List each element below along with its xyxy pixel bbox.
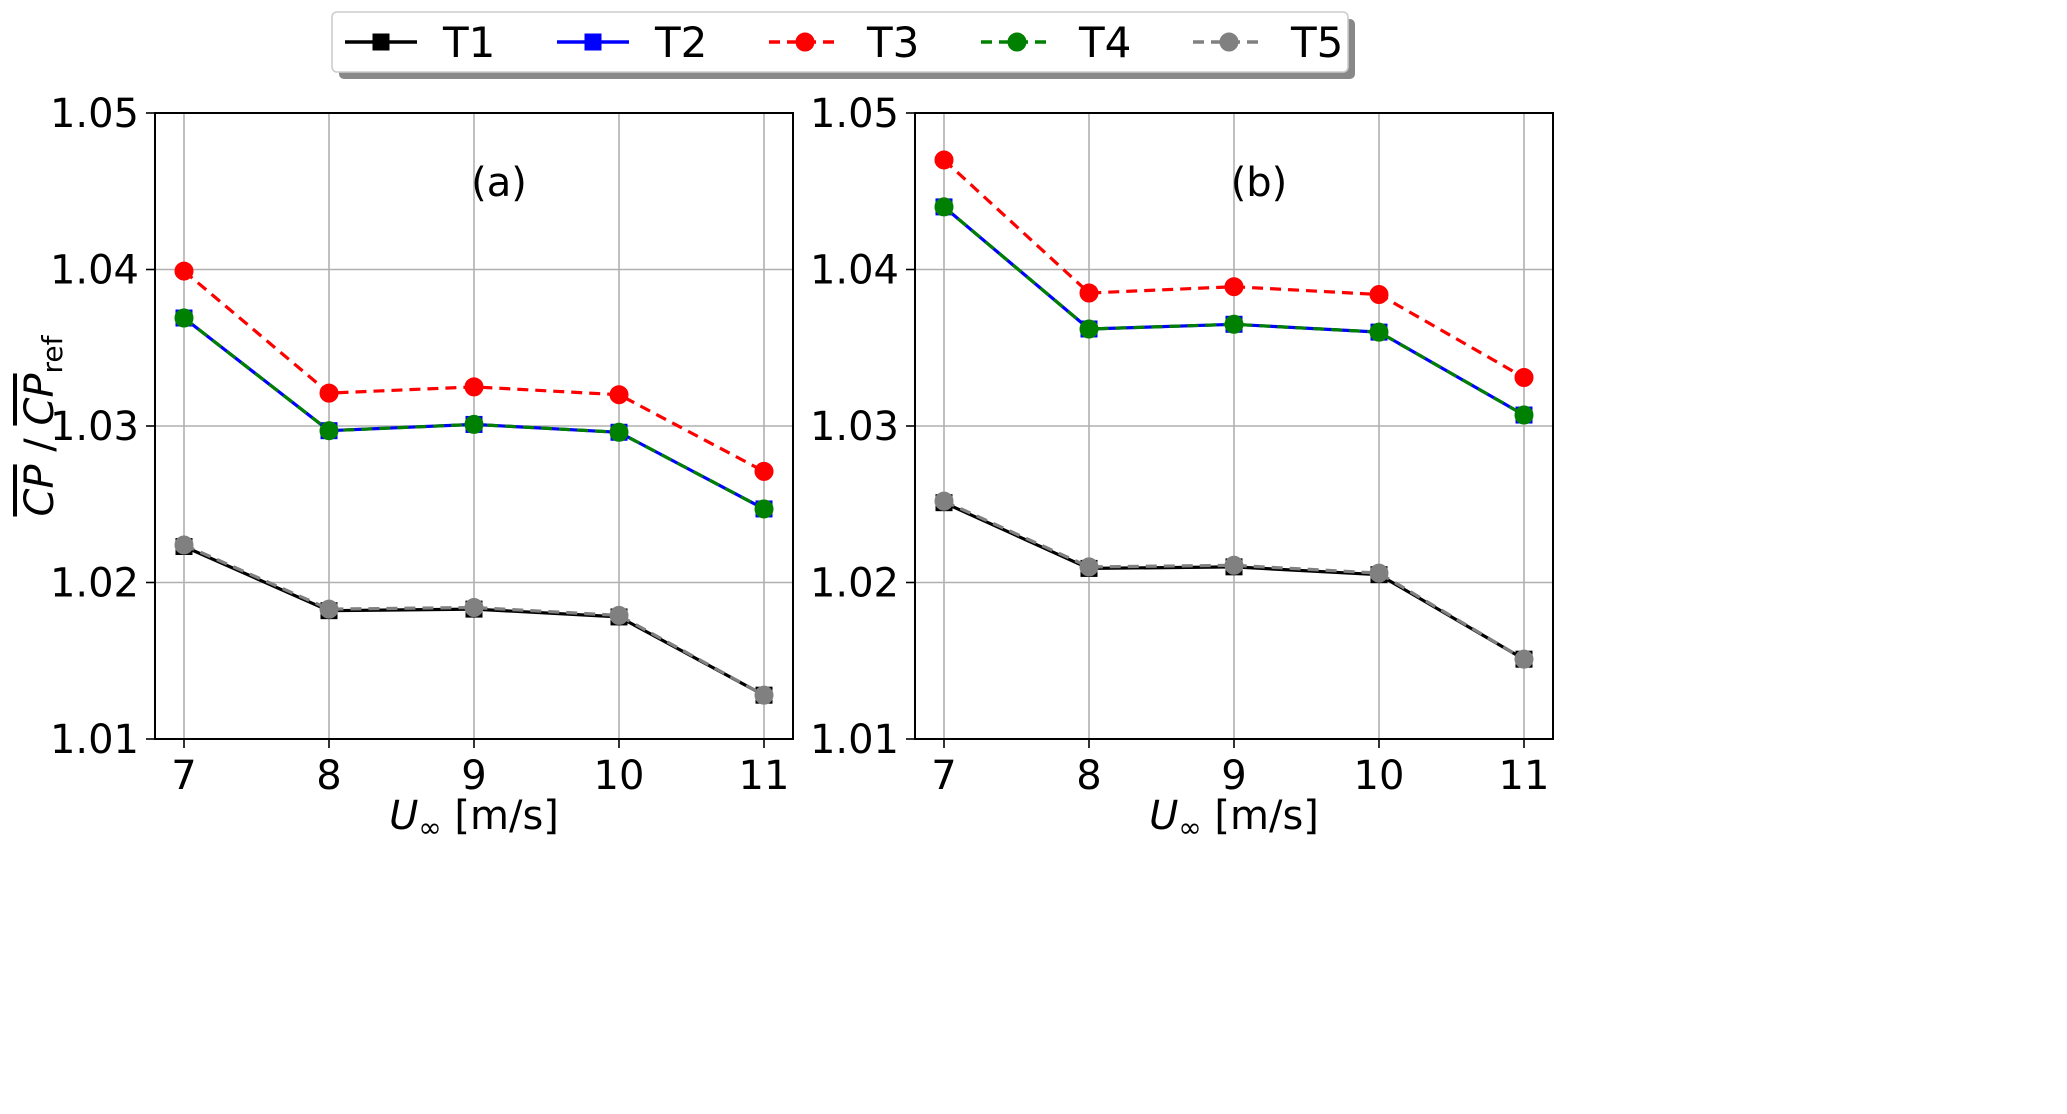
y-tick-label: 1.02 bbox=[50, 561, 139, 607]
data-point-t4 bbox=[1514, 405, 1534, 425]
data-point-t5 bbox=[609, 605, 629, 625]
x-tick-label: 10 bbox=[1354, 753, 1405, 799]
data-point-t4 bbox=[609, 422, 629, 442]
data-point-t3 bbox=[1224, 277, 1244, 297]
data-point-t4 bbox=[934, 197, 954, 217]
legend-label-t2: T2 bbox=[654, 18, 707, 67]
data-point-t3 bbox=[934, 150, 954, 170]
panel-b: 7 8 9 10 11 1.01 1.02 1.03 1.04 1.05 (b) U∞ [m/s] bbox=[810, 91, 1554, 844]
legend-label-t1: T1 bbox=[442, 18, 495, 67]
legend-box bbox=[331, 11, 1349, 73]
x-axis-label: U∞ [m/s] bbox=[389, 793, 559, 844]
y-tick-label: 1.05 bbox=[810, 91, 899, 137]
axes-frame bbox=[154, 112, 794, 740]
y-tick-label: 1.03 bbox=[50, 404, 139, 450]
y-tick-label: 1.02 bbox=[810, 561, 899, 607]
data-point-t3 bbox=[754, 461, 774, 481]
data-point-t3 bbox=[1079, 283, 1099, 303]
data-point-t4 bbox=[1369, 322, 1389, 342]
x-tick-label: 7 bbox=[171, 753, 196, 799]
y-tick-label: 1.01 bbox=[50, 717, 139, 763]
x-tick-label: 8 bbox=[1076, 753, 1101, 799]
data-point-t3 bbox=[319, 383, 339, 403]
data-point-t4 bbox=[174, 308, 194, 328]
data-point-t4 bbox=[319, 421, 339, 441]
data-point-t3 bbox=[1369, 285, 1389, 305]
data-point-t5 bbox=[1224, 555, 1244, 575]
legend-marker-t2 bbox=[584, 33, 602, 51]
x-tick-label: 7 bbox=[931, 753, 956, 799]
data-point-t5 bbox=[934, 491, 954, 511]
y-axis-label: CP / CPref bbox=[17, 334, 69, 516]
x-tick-label: 9 bbox=[1221, 753, 1246, 799]
x-tick-label: 9 bbox=[461, 753, 486, 799]
data-point-t3 bbox=[609, 385, 629, 405]
y-tick-label: 1.03 bbox=[810, 404, 899, 450]
legend-label-t3: T3 bbox=[866, 18, 919, 67]
panel-label: (a) bbox=[471, 160, 527, 206]
x-tick-label: 11 bbox=[1499, 753, 1550, 799]
data-point-t5 bbox=[174, 535, 194, 555]
data-point-t4 bbox=[1224, 314, 1244, 334]
legend: T1 T2 T3 T4 T5 bbox=[331, 11, 1355, 79]
x-axis-label: U∞ [m/s] bbox=[1149, 793, 1319, 844]
data-point-t4 bbox=[754, 499, 774, 519]
y-tick-label: 1.05 bbox=[50, 91, 139, 137]
series-line-t3 bbox=[942, 158, 1525, 379]
x-tick-label: 11 bbox=[739, 753, 790, 799]
panel-a: 7 8 9 10 11 1.01 1.02 1.03 1.04 1.05 (a) U∞ [m/s] bbox=[50, 91, 794, 844]
x-tick-label: 8 bbox=[316, 753, 341, 799]
legend-label-t4: T4 bbox=[1078, 18, 1131, 67]
data-point-t5 bbox=[1079, 557, 1099, 577]
data-point-t4 bbox=[1079, 319, 1099, 339]
y-tick-label: 1.04 bbox=[810, 248, 899, 294]
x-tick-label: 10 bbox=[594, 753, 645, 799]
legend-marker-t4 bbox=[1007, 32, 1027, 52]
y-tick-label: 1.01 bbox=[810, 717, 899, 763]
data-point-t3 bbox=[1514, 367, 1534, 387]
legend-marker-t5 bbox=[1219, 32, 1239, 52]
legend-marker-t1 bbox=[372, 33, 390, 51]
series-line-t5 bbox=[943, 499, 1525, 661]
data-point-t5 bbox=[1369, 563, 1389, 583]
legend-marker-t3 bbox=[795, 32, 815, 52]
y-tick-label: 1.04 bbox=[50, 248, 139, 294]
data-point-t3 bbox=[464, 377, 484, 397]
data-point-t5 bbox=[754, 685, 774, 705]
data-point-t5 bbox=[464, 598, 484, 618]
legend-label-t5: T5 bbox=[1290, 18, 1343, 67]
data-point-t5 bbox=[319, 599, 339, 619]
data-point-t3 bbox=[174, 261, 194, 281]
y-axis-label-text: CP / CPref bbox=[17, 334, 69, 516]
panel-label: (b) bbox=[1231, 160, 1288, 206]
y-axis-label-group: CP / CPref bbox=[17, 334, 69, 516]
axes-frame bbox=[914, 112, 1554, 740]
data-point-t4 bbox=[464, 414, 484, 434]
data-point-t5 bbox=[1514, 649, 1534, 669]
